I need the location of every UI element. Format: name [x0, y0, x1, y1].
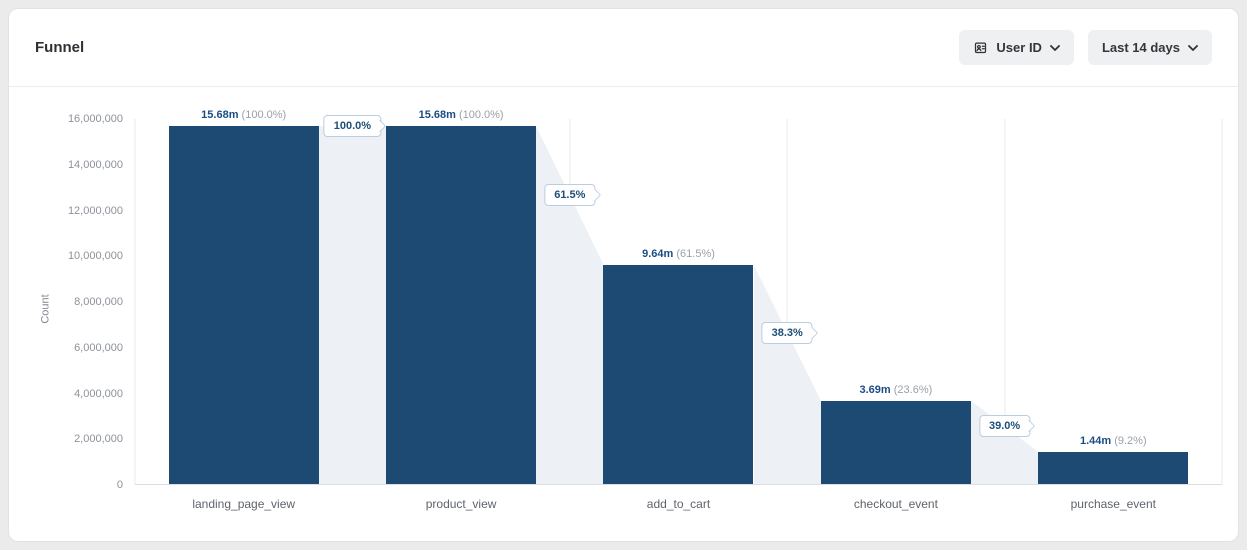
bar-percentage: (100.0%) — [238, 109, 287, 122]
x-axis-labels: landing_page_view product_view add_to_cart… — [135, 497, 1222, 513]
bar-percentage: (23.6%) — [890, 383, 933, 396]
y-tick-label: 6,000,000 — [74, 341, 123, 354]
header-controls: User ID Last 14 days — [959, 30, 1212, 65]
y-tick-label: 4,000,000 — [74, 387, 123, 400]
bar-value: 15.68m — [201, 109, 239, 122]
bar-value: 1.44m — [1079, 435, 1112, 448]
page-title: Funnel — [35, 39, 85, 56]
y-tick-label: 10,000,000 — [67, 250, 123, 263]
date-range-dropdown[interactable]: Last 14 days — [1087, 30, 1212, 65]
funnel-connector — [318, 126, 387, 485]
x-axis-label: landing_page_view — [192, 497, 296, 511]
x-axis-label: product_view — [425, 497, 497, 511]
bar-value-label: 15.68m (100.0%) — [419, 109, 504, 121]
conversion-badge[interactable]: 100.0% — [323, 115, 382, 138]
gridline — [1221, 119, 1223, 485]
bar-value-label: 15.68m (100.0%) — [201, 109, 286, 121]
y-axis-ticks: 16,000,000 14,000,000 12,000,000 10,000,000… — [9, 113, 123, 491]
bar-percentage: (9.2%) — [1111, 435, 1147, 448]
gridline — [134, 119, 136, 485]
card-header: Funnel User ID Last 14 d — [9, 9, 1238, 87]
y-tick-label: 14,000,000 — [67, 158, 123, 171]
funnel-bar-add_to_cart[interactable] — [603, 264, 754, 485]
bar-value: 9.64m — [642, 247, 674, 260]
y-tick-label: 8,000,000 — [74, 296, 123, 308]
date-range-label: Last 14 days — [1101, 40, 1180, 55]
chevron-down-icon — [1188, 44, 1198, 51]
bar-percentage: (100.0%) — [455, 109, 504, 122]
x-axis-label: checkout_event — [853, 497, 938, 511]
chevron-down-icon — [1050, 44, 1060, 51]
x-axis-label: add_to_cart — [646, 497, 711, 511]
x-axis-label: purchase_event — [1070, 497, 1156, 511]
bar-value-label: 3.69m (23.6%) — [860, 384, 933, 396]
funnel-bar-checkout_event[interactable] — [820, 400, 971, 485]
y-tick-label: 12,000,000 — [67, 204, 123, 217]
funnel-bar-purchase_event[interactable] — [1038, 452, 1189, 485]
funnel-card: Funnel User ID Last 14 d — [8, 8, 1239, 542]
bar-percentage: (61.5%) — [673, 247, 715, 260]
bar-value-label: 1.44m (9.2%) — [1080, 435, 1147, 447]
gridline — [1004, 119, 1006, 485]
plot-area: 15.68m (100.0%) 15.68m (100.0%) 9.64m (61.… — [134, 109, 1223, 485]
funnel-chart: Count 16,000,000 14,000,000 12,000,000 10,0… — [9, 87, 1238, 541]
bar-value: 15.68m — [418, 109, 456, 122]
user-id-dropdown[interactable]: User ID — [959, 30, 1074, 65]
funnel-bar-landing_page_view[interactable] — [168, 126, 319, 485]
conversion-badge[interactable]: 61.5% — [544, 184, 596, 207]
conversion-badge[interactable]: 38.3% — [761, 321, 813, 344]
conversion-badge[interactable]: 39.0% — [978, 415, 1031, 438]
y-tick-label: 16,000,000 — [67, 113, 123, 125]
gridline — [786, 119, 788, 485]
y-tick-label: 0 — [116, 479, 123, 491]
bar-value-label: 9.64m (61.5%) — [642, 248, 715, 260]
id-badge-icon — [973, 40, 988, 55]
funnel-bar-product_view[interactable] — [386, 126, 537, 485]
user-id-label: User ID — [996, 40, 1042, 55]
y-tick-label: 2,000,000 — [74, 433, 123, 446]
bar-value: 3.69m — [859, 383, 891, 396]
